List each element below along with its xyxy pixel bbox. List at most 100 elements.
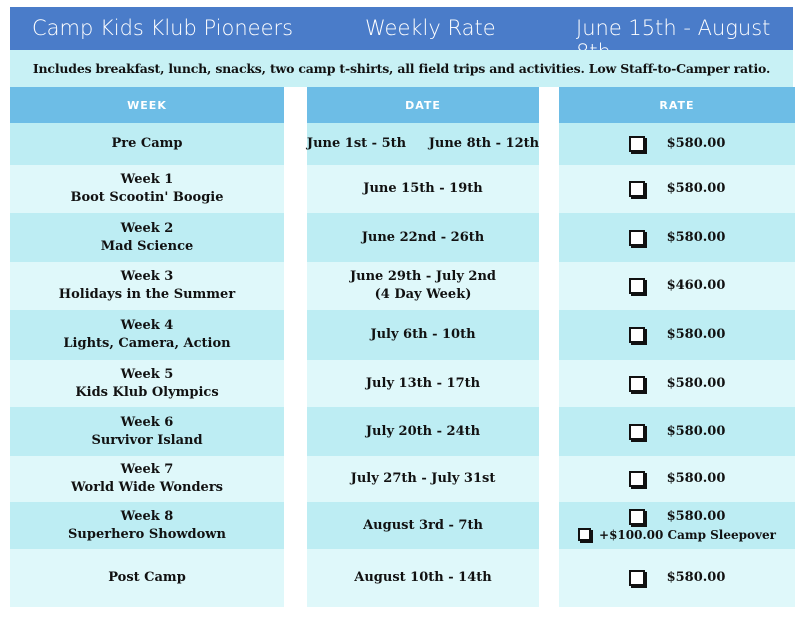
week-checkbox[interactable] [628, 471, 645, 487]
rate-cell: $460.00 [559, 262, 795, 310]
date-cell: June 29th - July 2nd (4 Day Week) [307, 262, 539, 310]
week-cell: Week 8 Superhero Showdown [10, 502, 284, 549]
week-checkbox[interactable] [628, 278, 645, 294]
date-cell: June 15th - 19th [307, 165, 539, 213]
rate-cell: $580.00 [559, 310, 795, 360]
week-label: Post Camp [108, 570, 186, 585]
date-range: July 6th - 10th [370, 327, 476, 342]
rate-amount: $580.00 [666, 181, 726, 196]
date-column: DATE June 1st - 5th June 8th - 12th June … [307, 87, 539, 607]
week-theme: Lights, Camera, Action [63, 336, 231, 351]
rate-header: RATE [559, 87, 795, 123]
week-checkbox[interactable] [628, 327, 645, 343]
rate-cell: $580.00 [559, 165, 795, 213]
week-label: Week 5 [120, 366, 174, 382]
date-note: (4 Day Week) [374, 287, 472, 302]
sleepover-line: +$100.00 Camp Sleepover [578, 526, 776, 544]
week-cell: Week 2 Mad Science [10, 213, 284, 262]
inclusions-note: Includes breakfast, lunch, snacks, two c… [10, 50, 793, 87]
rate-amount: $580.00 [666, 508, 726, 524]
date-range: June 22nd - 26th [361, 229, 485, 245]
header-bar: Camp Kids Klub Pioneers Weekly Rate June… [10, 7, 793, 64]
week-checkbox[interactable] [628, 229, 645, 246]
week-theme: Kids Klub Olympics [75, 384, 219, 400]
rate-line: $580.00 [628, 326, 726, 344]
week-theme: Holidays in the Summer [58, 287, 236, 302]
rate-cell: $580.00 [559, 360, 795, 407]
week-checkbox[interactable] [628, 181, 645, 197]
week-cell: Week 4 Lights, Camera, Action [10, 310, 284, 360]
week-cell: Post Camp [10, 549, 284, 607]
rate-line: $580.00 [628, 423, 726, 441]
date-range: June 1st - 5th June 8th - 12th [306, 136, 540, 151]
rate-amount: $580.00 [666, 229, 726, 245]
rate-amount: $580.00 [666, 136, 726, 151]
date-range: June 15th - 19th [363, 181, 483, 196]
week-cell: Week 7 World Wide Wonders [10, 456, 284, 502]
rate-line: $580.00 [628, 180, 726, 198]
rate-amount: $580.00 [666, 423, 726, 439]
rate-amount: $460.00 [666, 278, 726, 293]
rate-line: $580.00 [628, 508, 726, 526]
week-label: Week 7 [120, 462, 174, 477]
camp-title: Camp Kids Klub Pioneers [32, 16, 294, 40]
week-label: Week 3 [120, 269, 174, 284]
rate-line: $580.00 [628, 470, 726, 488]
date-range: July 20th - 24th [365, 423, 481, 439]
date-cell: July 27th - July 31st [307, 456, 539, 502]
rate-line: $580.00 [628, 569, 726, 587]
week-theme: Survivor Island [91, 432, 203, 448]
week-cell: Week 5 Kids Klub Olympics [10, 360, 284, 407]
rate-cell: $580.00 [559, 407, 795, 456]
rate-cell: $580.00 [559, 549, 795, 607]
week-label: Week 2 [120, 220, 174, 236]
weekly-rate-title: Weekly Rate [365, 16, 496, 40]
date-range: June 29th - July 2nd [349, 269, 497, 284]
week-label: Week 8 [120, 508, 174, 524]
week-checkbox[interactable] [628, 375, 645, 392]
rate-line: $580.00 [628, 375, 726, 393]
rate-line: $580.00 [628, 229, 726, 247]
week-checkbox[interactable] [628, 136, 645, 152]
date-range: August 3rd - 7th [363, 517, 483, 533]
sleepover-label: +$100.00 Camp Sleepover [599, 527, 776, 542]
rate-cell: $580.00 +$100.00 Camp Sleepover [559, 502, 795, 549]
rate-amount: $580.00 [666, 375, 726, 391]
rate-line: $580.00 [628, 135, 726, 153]
date-cell: July 20th - 24th [307, 407, 539, 456]
week-label: Week 1 [120, 172, 174, 187]
rate-amount: $580.00 [666, 327, 726, 342]
week-cell: Week 1 Boot Scootin' Boogie [10, 165, 284, 213]
week-cell: Pre Camp [10, 123, 284, 165]
rate-line: $460.00 [628, 277, 726, 295]
week-header: WEEK [10, 87, 284, 123]
week-checkbox[interactable] [628, 570, 645, 586]
week-label: Pre Camp [111, 136, 183, 151]
sleepover-checkbox[interactable] [578, 528, 592, 541]
rate-amount: $580.00 [666, 570, 726, 585]
date-range: July 13th - 17th [365, 375, 481, 391]
week-cell: Week 6 Survivor Island [10, 407, 284, 456]
week-checkbox[interactable] [628, 508, 645, 525]
week-theme: Superhero Showdown [68, 526, 226, 542]
date-cell: August 10th - 14th [307, 549, 539, 607]
week-theme: World Wide Wonders [70, 480, 223, 495]
rate-cell: $580.00 [559, 213, 795, 262]
date-cell: July 13th - 17th [307, 360, 539, 407]
week-label: Week 6 [120, 414, 174, 430]
date-header: DATE [307, 87, 539, 123]
rate-cell: $580.00 [559, 456, 795, 502]
date-cell: June 1st - 5th June 8th - 12th [307, 123, 539, 165]
week-theme: Mad Science [100, 238, 194, 254]
week-checkbox[interactable] [628, 423, 645, 440]
week-cell: Week 3 Holidays in the Summer [10, 262, 284, 310]
date-range: August 10th - 14th [354, 570, 492, 585]
date-cell: August 3rd - 7th [307, 502, 539, 549]
rate-amount: $580.00 [666, 471, 726, 486]
date-cell: June 22nd - 26th [307, 213, 539, 262]
date-range: July 27th - July 31st [350, 471, 496, 486]
week-column: WEEK Pre Camp Week 1 Boot Scootin' Boogie W… [10, 87, 284, 607]
rate-column: RATE $580.00 $580.00 $580.00 $460.00 $580.00… [559, 87, 795, 607]
date-cell: July 6th - 10th [307, 310, 539, 360]
week-label: Week 4 [120, 318, 174, 333]
